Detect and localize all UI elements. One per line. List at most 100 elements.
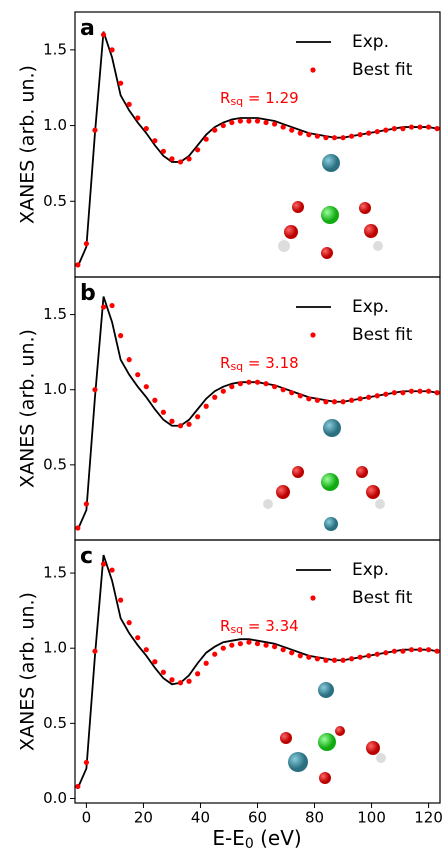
fit-point: [263, 119, 269, 126]
fit-point: [314, 397, 320, 403]
fit-point: [357, 132, 363, 138]
x-tick-label: 80: [305, 809, 324, 827]
fit-point: [203, 660, 209, 666]
fit-point: [425, 388, 432, 394]
fit-point: [434, 126, 440, 132]
fit-point: [229, 384, 235, 390]
fit-point: [220, 645, 226, 651]
annotation-part: sq: [230, 360, 243, 373]
x-tick-label: 40: [191, 809, 210, 827]
panel-label: a: [80, 16, 95, 41]
fit-point: [297, 130, 303, 136]
annotation-part: sq: [230, 623, 243, 636]
fit-point: [126, 357, 132, 363]
fit-point: [280, 387, 286, 393]
fit-point: [92, 127, 98, 133]
fit-point: [100, 561, 107, 567]
fit-point: [160, 409, 166, 415]
fit-point: [272, 644, 278, 650]
panel-label: b: [80, 281, 96, 306]
fit-point: [323, 657, 329, 663]
fit-point: [323, 399, 329, 405]
annotation-part: R: [220, 89, 230, 107]
fit-point: [434, 390, 440, 396]
fit-point: [237, 118, 243, 124]
fit-point: [135, 635, 141, 641]
fit-point: [92, 648, 98, 654]
fit-point: [374, 393, 380, 399]
molecule-a: [278, 154, 383, 259]
fit-point: [237, 381, 243, 387]
legend-dot: [310, 595, 316, 601]
legend-label: Exp.: [352, 32, 389, 52]
fit-point: [425, 647, 432, 653]
y-tick-label: 1.5: [43, 305, 67, 323]
fit-point: [135, 115, 141, 121]
fit-point: [306, 396, 312, 402]
fit-point: [100, 32, 107, 38]
fit-point: [109, 567, 115, 573]
fit-point: [195, 671, 201, 677]
plot-frame: [74, 539, 441, 804]
fit-point: [118, 597, 124, 603]
fit-point: [177, 423, 184, 429]
fit-point: [169, 418, 175, 424]
x-tick-label: 60: [248, 809, 267, 827]
fit-point: [272, 121, 278, 127]
fit-point: [195, 414, 201, 420]
fit-point: [314, 133, 320, 139]
fit-point: [169, 677, 175, 683]
fit-point: [254, 379, 261, 385]
fit-point: [400, 126, 406, 132]
fit-point: [263, 642, 269, 648]
fit-point: [349, 133, 355, 139]
fit-point: [237, 641, 243, 647]
annotation-part: = 3.18: [243, 354, 299, 372]
y-tick-label: 0.5: [43, 714, 67, 732]
fit-point: [126, 101, 132, 107]
legend-label: Exp.: [352, 560, 389, 580]
fit-point: [408, 388, 415, 394]
fit-point: [314, 656, 320, 662]
x-axis-label-part: E-E: [212, 826, 245, 850]
fit-point: [212, 651, 218, 657]
molecule-b: [263, 419, 385, 531]
y-tick-label: 1.0: [43, 116, 67, 134]
fit-point: [143, 126, 149, 132]
fit-point: [306, 132, 312, 138]
fit-point: [331, 657, 338, 663]
legend-label: Best fit: [352, 325, 413, 345]
x-axis-label-part: (eV): [254, 826, 302, 850]
fit-point: [177, 680, 184, 686]
fit-point: [263, 381, 269, 387]
x-tick-label: 20: [134, 809, 153, 827]
y-axis-label: XANES (arb. un.): [17, 329, 39, 488]
fit-point: [391, 126, 397, 132]
fit-point: [289, 390, 295, 396]
annotation: Rsq = 1.29: [220, 89, 299, 109]
fit-point: [357, 654, 363, 660]
fit-point: [349, 656, 355, 662]
y-axis-label: XANES (arb. un.): [17, 592, 39, 751]
fit-point: [417, 124, 423, 130]
fit-point: [186, 156, 192, 162]
fit-point: [229, 642, 235, 648]
y-tick-label: 0.0: [43, 789, 67, 807]
fit-point: [366, 130, 372, 136]
y-tick-label: 0.5: [43, 192, 67, 210]
legend-dot: [310, 67, 316, 73]
annotation: Rsq = 3.34: [220, 617, 299, 637]
fit-point: [212, 394, 218, 400]
y-tick-label: 1.5: [43, 40, 67, 58]
fit-point: [349, 397, 355, 403]
fit-point: [160, 669, 166, 675]
fit-point: [220, 388, 226, 394]
fit-point: [246, 118, 252, 124]
fit-point: [254, 118, 261, 124]
fit-point: [160, 148, 166, 154]
fit-point: [195, 147, 201, 153]
fit-point: [383, 650, 389, 656]
fit-point: [366, 653, 372, 659]
y-tick-label: 1.5: [43, 564, 67, 582]
